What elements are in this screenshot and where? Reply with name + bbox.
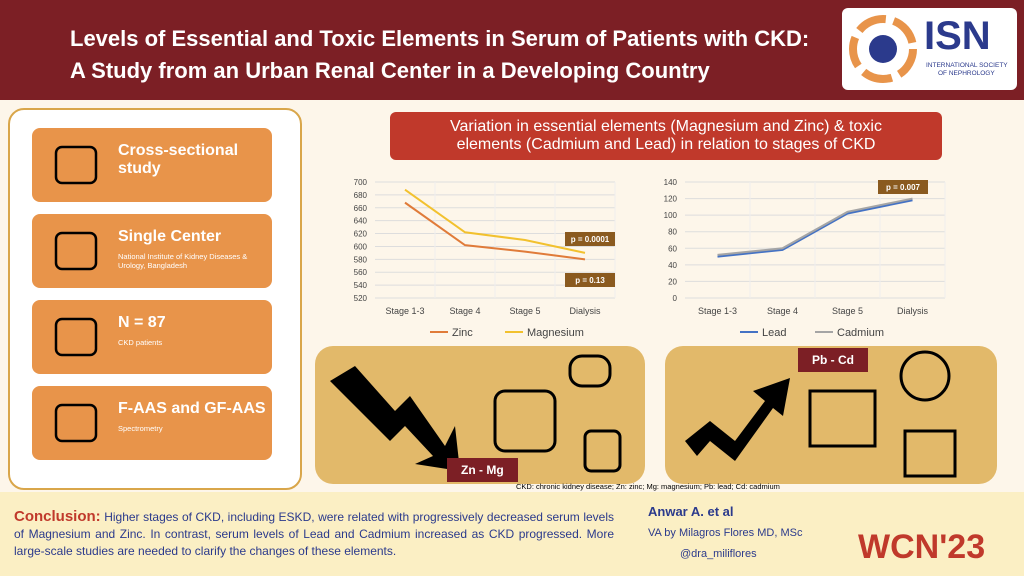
x-tick-label: Stage 5 [509,306,540,316]
study-panel: Cross-sectional study Single Center Nation… [8,108,302,490]
card-title: Cross-sectional study [118,142,239,177]
study-card: F-AAS and GF-AAS Spectrometry [32,386,272,460]
y-tick-label: 120 [664,195,678,204]
y-tick-label: 540 [354,281,368,290]
conclusion: Conclusion: Higher stages of CKD, includ… [14,508,614,560]
y-tick-label: 100 [664,211,678,220]
x-tick-label: Stage 4 [767,306,798,316]
annotation: p = 0.13 [575,276,605,285]
annotation-box [565,273,615,287]
y-tick-label: 680 [354,191,368,200]
logo-subtitle: OF NEPHROLOGY [938,70,995,77]
y-tick-label: 80 [668,228,677,237]
icon-shape [54,317,98,357]
y-tick-label: 600 [354,242,368,251]
decrease-panel: Zn - Mg [315,346,645,484]
card-icon [54,317,98,357]
increase-art [685,350,957,478]
conclusion-text: Higher stages of CKD, including ESKD, we… [14,510,615,558]
x-tick-label: Dialysis [569,306,601,316]
study-card: N = 87 CKD patients [32,300,272,374]
legend-label: Zinc [452,327,473,339]
series-line [404,201,586,261]
y-tick-label: 20 [668,277,677,286]
legend-label: Magnesium [527,327,584,339]
x-tick-label: Dialysis [897,306,929,316]
findings-title: Variation in essential elements (Magnesi… [390,112,942,160]
card-icon [54,145,98,185]
author: Anwar A. et al [648,504,734,519]
icon-shape [54,145,98,185]
y-tick-label: 140 [664,178,678,187]
y-tick-label: 640 [354,217,368,226]
abbreviations: CKD: chronic kidney disease; Zn: zinc; M… [516,482,780,491]
y-tick-label: 700 [354,178,368,187]
card-detail: Spectrometry [118,424,163,433]
study-card: Single Center National Institute of Kidne… [32,214,272,288]
va-credit: VA by Milagros Flores MD, MSc [648,527,803,539]
chart: 0 20 40 60 80 100 120 140 Stage 1-3 Stage 4 Stage … [664,178,946,339]
y-tick-label: 580 [354,255,368,264]
legend-label: Cadmium [837,327,884,339]
annotation-box [878,180,928,194]
series-line [717,199,913,258]
card-title: N = 87 [118,314,166,331]
y-tick-label: 620 [354,230,368,239]
icon-shape [54,231,98,271]
title-line: A Study from an Urban Renal Center in a … [70,58,710,83]
y-tick-label: 60 [668,244,677,253]
title-line: Levels of Essential and Toxic Elements i… [70,26,810,51]
annotation-box [565,232,615,246]
x-tick-label: Stage 1-3 [385,306,424,316]
decrease-label: Zn - Mg [447,458,518,482]
handle: @dra_miliflores [680,548,757,560]
annotation: p = 0.0001 [571,235,610,244]
x-tick-label: Stage 1-3 [698,306,737,316]
card-icon [54,403,98,443]
legend-label: Lead [762,327,786,339]
study-card: Cross-sectional study [32,128,272,202]
x-tick-label: Stage 4 [449,306,480,316]
logo-mark [849,15,917,83]
annotation: p = 0.007 [886,183,921,192]
isn-logo: ISN INTERNATIONAL SOCIETY OF NEPHROLOGY [842,8,1017,90]
card-icon [54,231,98,271]
series-line [404,188,586,254]
card-title: Single Center [118,228,222,245]
increase-label: Pb - Cd [798,348,868,372]
logo-subtitle: INTERNATIONAL SOCIETY [926,62,1008,69]
x-tick-label: Stage 5 [832,306,863,316]
conclusion-label: Conclusion: [14,508,101,525]
card-detail: CKD patients [118,338,163,347]
card-detail: National Institute of Kidney Diseases & … [118,252,248,270]
logo-name: ISN [924,14,991,58]
y-tick-label: 560 [354,268,368,277]
event: WCN'23 [858,528,986,566]
card-title: F-AAS and GF-AAS [118,400,266,417]
y-tick-label: 0 [673,294,678,303]
decrease-art [330,354,622,473]
y-tick-label: 520 [354,294,368,303]
conclusion-band: Conclusion: Higher stages of CKD, includ… [0,492,1024,576]
chart: 520 540 560 580 600 620 640 660 680 700 Stage 1-3 S… [354,178,616,339]
y-tick-label: 40 [668,261,677,270]
series-line [717,197,913,256]
header: Levels of Essential and Toxic Elements i… [0,0,1024,100]
increase-panel: Pb - Cd [665,346,997,484]
y-tick-label: 660 [354,204,368,213]
icon-shape [54,403,98,443]
